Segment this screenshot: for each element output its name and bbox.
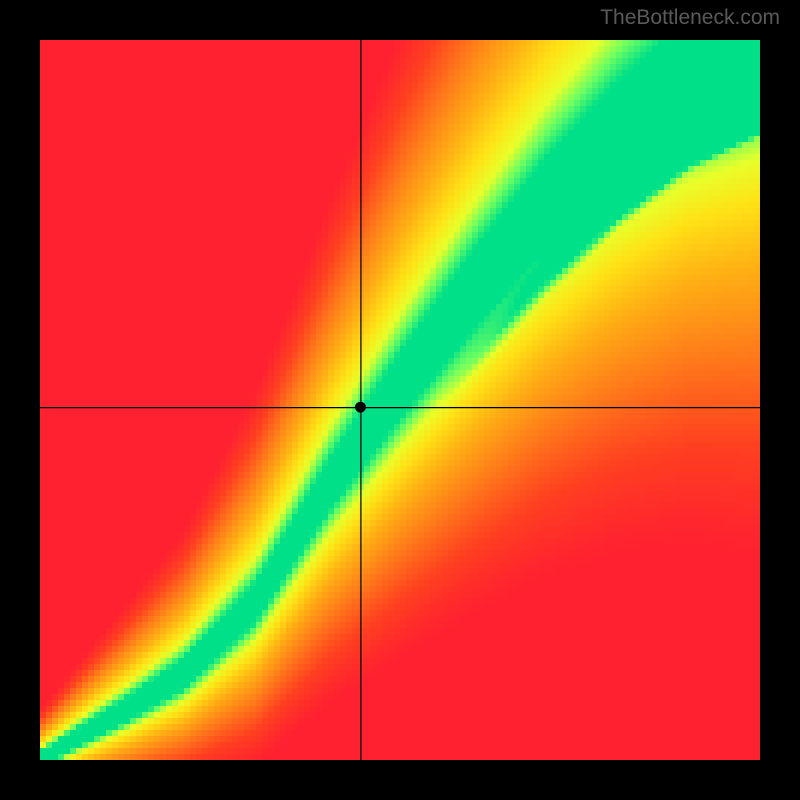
heatmap-plot (40, 40, 760, 760)
heatmap-canvas (40, 40, 760, 760)
chart-container: TheBottleneck.com (0, 0, 800, 800)
watermark-text: TheBottleneck.com (600, 6, 780, 30)
